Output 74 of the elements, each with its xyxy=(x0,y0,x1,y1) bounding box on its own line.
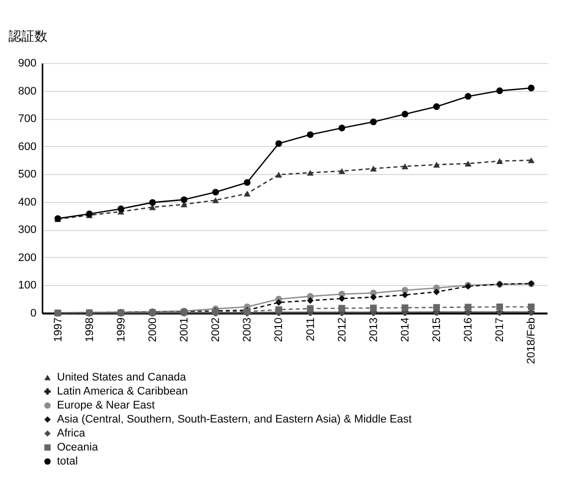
legend-label: Africa xyxy=(57,428,86,440)
point xyxy=(402,163,408,170)
point xyxy=(275,172,282,178)
point xyxy=(275,299,282,306)
legend-label: Asia (Central, Southern, South-Eastern, and Eastern Asia) & Middle East xyxy=(57,414,412,426)
point xyxy=(402,110,408,118)
point xyxy=(370,294,377,301)
y-tick-label: 0 xyxy=(30,308,36,320)
y-tick-label: 700 xyxy=(18,113,36,126)
point xyxy=(212,197,219,204)
x-tick-label: 2001 xyxy=(178,318,191,342)
point xyxy=(244,179,251,186)
x-tick-label: 1998 xyxy=(84,318,96,342)
y-tick-label: 200 xyxy=(18,252,36,264)
point xyxy=(402,304,408,312)
x-tick-label: 1999 xyxy=(115,318,128,342)
x-tick-label: 2002 xyxy=(210,318,222,342)
x-tick-label: 2000 xyxy=(146,318,159,342)
point xyxy=(496,87,504,94)
x-tick-label: 2016 xyxy=(462,318,475,342)
x-tick-label: 2012 xyxy=(336,318,348,342)
x-tick-label: 2015 xyxy=(431,318,444,342)
point xyxy=(149,199,156,206)
point xyxy=(370,166,377,172)
point xyxy=(528,157,535,164)
point xyxy=(370,304,377,312)
x-tick-label: 2003 xyxy=(242,318,254,342)
legend-label: Europe & Near East xyxy=(57,400,155,412)
point xyxy=(370,118,377,126)
point xyxy=(306,170,314,176)
x-tick-label: 1997 xyxy=(52,318,64,342)
point xyxy=(306,297,314,304)
legend-label: United States and Canada xyxy=(57,372,187,384)
legend-label: Oceania xyxy=(57,442,99,454)
legend-label: Latin America & Caribbean xyxy=(57,386,188,398)
point xyxy=(338,295,346,302)
point xyxy=(464,160,472,166)
point xyxy=(306,305,314,312)
y-axis-title: 認証数 xyxy=(8,28,48,44)
point xyxy=(528,84,535,92)
x-tick-label: 2013 xyxy=(368,318,380,342)
point xyxy=(118,205,124,212)
point xyxy=(402,292,408,298)
point xyxy=(496,158,504,164)
point xyxy=(338,304,346,312)
y-tick-label: 800 xyxy=(18,85,36,98)
y-tick-label: 600 xyxy=(18,140,36,153)
point xyxy=(212,188,219,196)
point xyxy=(306,131,314,138)
x-tick-label: 2014 xyxy=(399,318,412,342)
point xyxy=(244,190,251,196)
x-tick-label: 2017 xyxy=(494,318,506,342)
y-tick-label: 500 xyxy=(18,168,36,181)
x-tick-label: 2011 xyxy=(304,318,317,342)
legend-label: total xyxy=(57,456,78,468)
x-tick-label: 2010 xyxy=(273,318,286,342)
point xyxy=(496,304,504,310)
y-tick-label: 900 xyxy=(18,58,36,70)
y-tick-label: 400 xyxy=(18,196,36,208)
point xyxy=(180,196,188,204)
point xyxy=(433,288,440,296)
point xyxy=(528,304,535,310)
point xyxy=(338,168,346,174)
point xyxy=(433,162,440,168)
point xyxy=(433,304,440,311)
y-tick-label: 300 xyxy=(18,224,36,236)
point xyxy=(275,140,282,147)
point xyxy=(338,124,346,132)
y-tick-label: 100 xyxy=(18,280,36,292)
point xyxy=(275,306,282,314)
x-tick-label: 2018/Feb xyxy=(526,318,538,364)
point xyxy=(464,92,472,100)
point xyxy=(464,304,472,311)
point xyxy=(433,103,440,110)
